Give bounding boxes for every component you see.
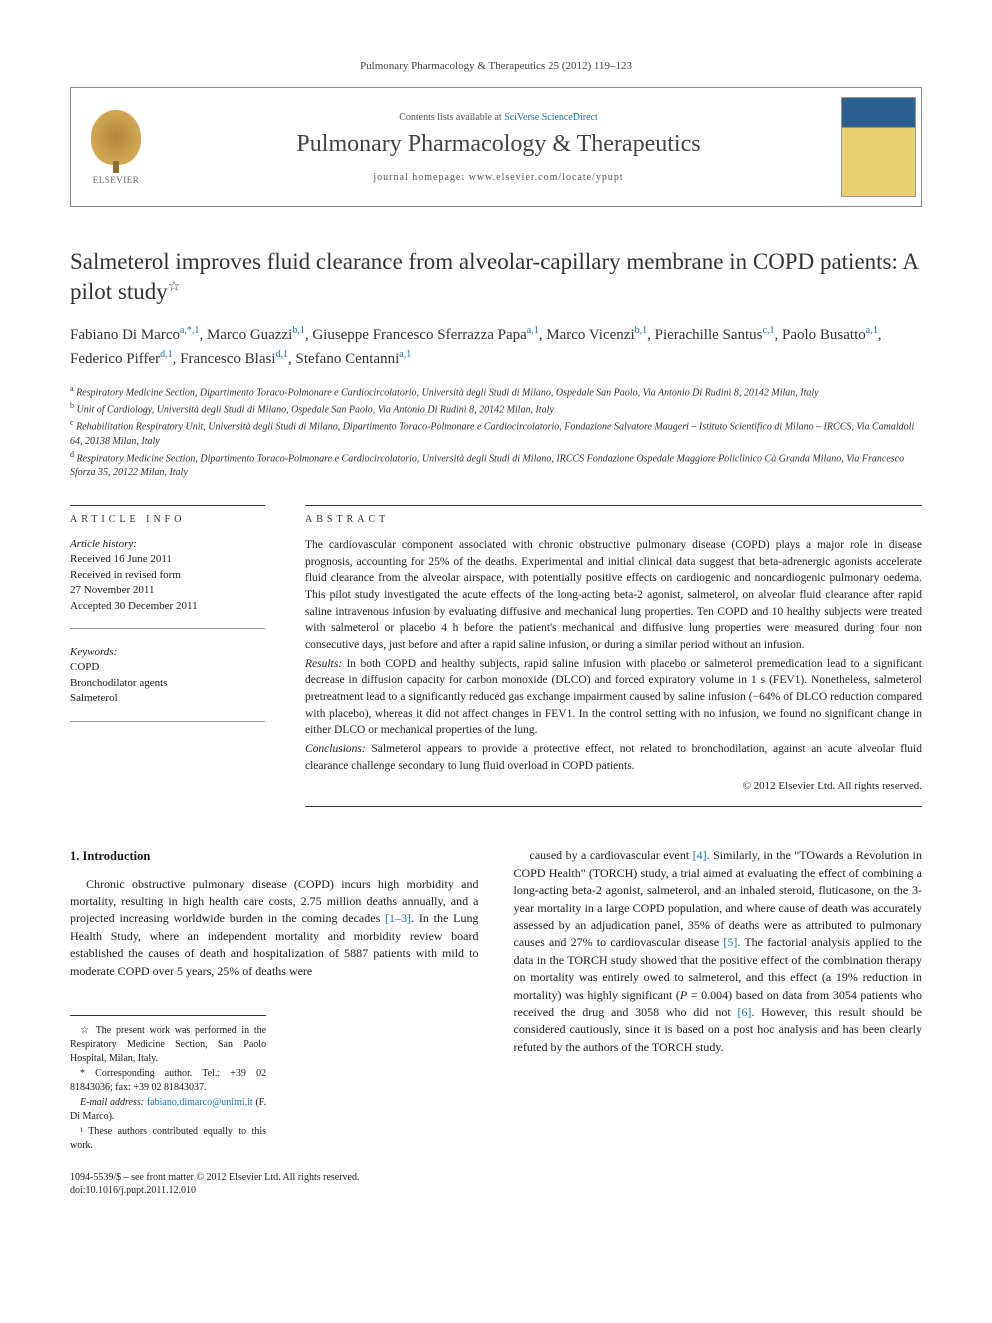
journal-header: ELSEVIER Contents lists available at Sci… <box>70 87 922 207</box>
title-star-icon: ☆ <box>168 279 181 294</box>
homepage-prefix: journal homepage: <box>373 172 468 183</box>
keywords-label: Keywords: <box>70 645 265 660</box>
journal-name: Pulmonary Pharmacology & Therapeutics <box>161 131 836 158</box>
article-title: Salmeterol improves fluid clearance from… <box>70 247 922 307</box>
conclusions-label: Conclusions: <box>305 743 366 755</box>
introduction-heading: 1. Introduction <box>70 847 479 865</box>
footnote-email: E-mail address: fabiano.dimarco@unimi.it… <box>70 1096 266 1124</box>
doi-line: doi:10.1016/j.pupt.2011.12.010 <box>70 1184 479 1197</box>
accepted-date: Accepted 30 December 2011 <box>70 599 265 614</box>
sciencedirect-link[interactable]: SciVerse ScienceDirect <box>504 112 598 123</box>
body-columns: 1. Introduction Chronic obstructive pulm… <box>70 847 922 1196</box>
abstract-p3-text: Salmeterol appears to provide a protecti… <box>305 743 922 772</box>
revised-label: Received in revised form <box>70 568 265 583</box>
front-matter-line: 1094-5539/$ – see front matter © 2012 El… <box>70 1171 479 1184</box>
history-label: Article history: <box>70 537 265 552</box>
footnotes: ☆ The present work was performed in the … <box>70 1015 266 1153</box>
reference-link[interactable]: [5] <box>723 935 737 949</box>
affiliation-line: b Unit of Cardiology, Università degli S… <box>70 400 922 417</box>
article-info-column: ARTICLE INFO Article history: Received 1… <box>70 505 265 807</box>
affiliations: a Respiratory Medicine Section, Dipartim… <box>70 383 922 480</box>
abstract-p1: The cardiovascular component associated … <box>305 537 922 654</box>
publisher-name: ELSEVIER <box>93 175 140 185</box>
header-center: Contents lists available at SciVerse Sci… <box>161 88 836 206</box>
abstract-column: ABSTRACT The cardiovascular component as… <box>305 505 922 807</box>
abstract-p2-text: In both COPD and healthy subjects, rapid… <box>305 658 922 737</box>
abstract-text: The cardiovascular component associated … <box>305 537 922 807</box>
revised-date: 27 November 2011 <box>70 583 265 598</box>
article-history: Article history: Received 16 June 2011 R… <box>70 537 265 629</box>
footer-metadata: 1094-5539/$ – see front matter © 2012 El… <box>70 1171 479 1197</box>
abstract-heading: ABSTRACT <box>305 505 922 525</box>
abstract-results: Results: In both COPD and healthy subjec… <box>305 656 922 739</box>
email-link[interactable]: fabiano.dimarco@unimi.it <box>147 1097 253 1108</box>
journal-reference: Pulmonary Pharmacology & Therapeutics 25… <box>70 60 922 72</box>
reference-link[interactable]: [6] <box>737 1005 751 1019</box>
author-list: Fabiano Di Marcoa,*,1, Marco Guazzib,1, … <box>70 323 922 371</box>
affiliation-line: c Rehabilitation Respiratory Unit, Unive… <box>70 417 922 448</box>
body-col-right: caused by a cardiovascular event [4]. Si… <box>514 847 923 1196</box>
keyword: Bronchodilator agents <box>70 676 265 691</box>
reference-link[interactable]: [1–3] <box>385 911 411 925</box>
footnote-star: ☆ The present work was performed in the … <box>70 1024 266 1066</box>
received-date: Received 16 June 2011 <box>70 552 265 567</box>
email-label: E-mail address: <box>80 1097 147 1108</box>
intro-paragraph-left: Chronic obstructive pulmonary disease (C… <box>70 876 479 980</box>
journal-homepage: journal homepage: www.elsevier.com/locat… <box>161 172 836 183</box>
copyright-line: © 2012 Elsevier Ltd. All rights reserved… <box>305 779 922 795</box>
title-text: Salmeterol improves fluid clearance from… <box>70 249 918 304</box>
elsevier-tree-icon <box>91 110 141 165</box>
contents-prefix: Contents lists available at <box>399 112 504 123</box>
contents-available: Contents lists available at SciVerse Sci… <box>161 112 836 123</box>
article-info-heading: ARTICLE INFO <box>70 505 265 525</box>
journal-cover-thumbnail <box>836 88 921 206</box>
keyword: COPD <box>70 660 265 675</box>
cover-image <box>841 97 916 197</box>
reference-link[interactable]: [4] <box>693 848 707 862</box>
affiliation-line: d Respiratory Medicine Section, Dipartim… <box>70 449 922 480</box>
publisher-logo: ELSEVIER <box>71 88 161 206</box>
affiliation-line: a Respiratory Medicine Section, Dipartim… <box>70 383 922 400</box>
keywords-block: Keywords: COPD Bronchodilator agents Sal… <box>70 645 265 722</box>
footnote-equal-contrib: ¹ These authors contributed equally to t… <box>70 1125 266 1153</box>
results-label: Results: <box>305 658 342 670</box>
abstract-conclusions: Conclusions: Salmeterol appears to provi… <box>305 741 922 774</box>
homepage-url[interactable]: www.elsevier.com/locate/ypupt <box>469 172 624 183</box>
intro-paragraph-right: caused by a cardiovascular event [4]. Si… <box>514 847 923 1056</box>
keyword: Salmeterol <box>70 691 265 706</box>
footnote-corresponding: * Corresponding author. Tel.: +39 02 818… <box>70 1067 266 1095</box>
body-col-left: 1. Introduction Chronic obstructive pulm… <box>70 847 479 1196</box>
